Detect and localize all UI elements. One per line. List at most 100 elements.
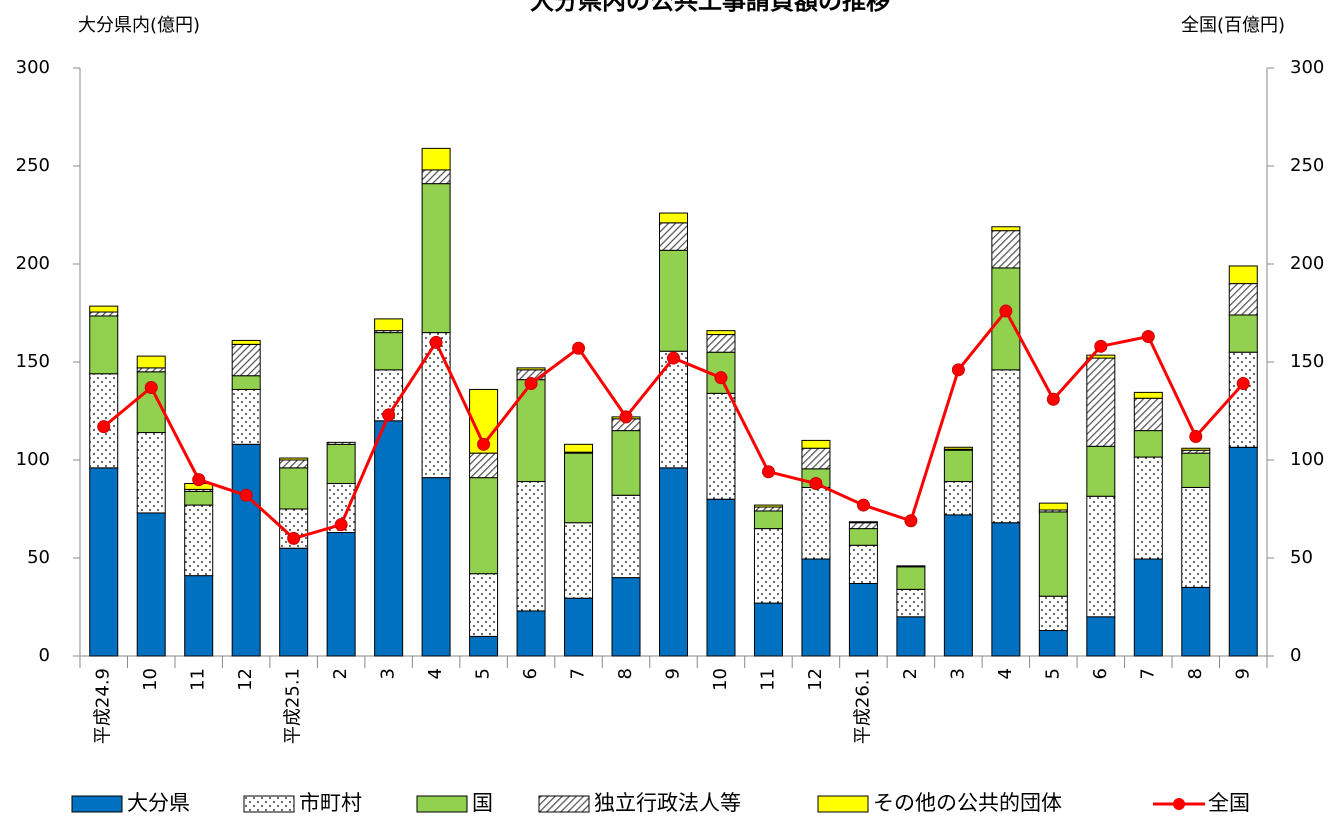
bar-segment xyxy=(1133,456,1163,560)
bar-segment xyxy=(801,439,831,449)
legend-label: 国 xyxy=(472,791,493,815)
y2-tick-label: 300 xyxy=(1290,57,1324,78)
bar-segment xyxy=(659,222,688,251)
bar-segment xyxy=(184,490,214,506)
legend-swatch xyxy=(71,795,123,813)
bar-segment xyxy=(801,486,831,560)
x-tick-label: 6 xyxy=(1090,668,1111,679)
bar-segment xyxy=(516,610,546,657)
legend-marker xyxy=(1173,798,1185,810)
bar-segment xyxy=(753,506,783,512)
bar-segment xyxy=(326,532,356,657)
line-marker xyxy=(1236,377,1250,391)
y2-axis-label: 全国(百億円) xyxy=(1181,15,1285,36)
y2-tick-label: 200 xyxy=(1290,253,1324,274)
x-tick-label: 5 xyxy=(1042,668,1063,679)
bar-segment xyxy=(706,392,736,500)
bar-segment xyxy=(848,582,878,657)
x-tick-label: 平成24.9 xyxy=(93,668,114,744)
bar-segment xyxy=(326,443,356,485)
legend-swatch xyxy=(243,795,295,813)
bar-segment xyxy=(469,477,499,575)
legend-label: 市町村 xyxy=(299,791,362,815)
line-marker xyxy=(429,335,443,349)
bar-segment xyxy=(1228,314,1258,353)
line-marker xyxy=(144,380,158,394)
bar-segment xyxy=(991,230,1021,269)
bar-segment xyxy=(706,330,736,336)
bar-segment xyxy=(516,367,546,371)
bar-segment xyxy=(279,467,309,510)
y2-tick-label: 100 xyxy=(1290,449,1324,470)
bar-segment xyxy=(279,457,309,461)
x-tick-label: 平成25.1 xyxy=(283,668,304,744)
y-tick-label: 250 xyxy=(16,155,50,176)
line-marker xyxy=(572,341,586,355)
line-marker xyxy=(1189,429,1203,443)
bar-segment xyxy=(1228,283,1258,316)
x-tick-label: 12 xyxy=(805,668,826,691)
x-tick-label: 3 xyxy=(378,668,399,679)
x-tick-label: 10 xyxy=(140,668,161,691)
x-tick-label: 4 xyxy=(425,668,446,679)
bar-segment xyxy=(374,332,404,371)
bar-segment xyxy=(564,522,594,599)
x-tick-label: 7 xyxy=(1137,668,1158,679)
bar-segment xyxy=(896,616,926,657)
x-tick-label: 5 xyxy=(473,668,494,679)
y-tick-label: 50 xyxy=(27,547,50,568)
bar-segment xyxy=(848,522,878,530)
bar-segment xyxy=(421,147,451,171)
bar-segment xyxy=(1133,430,1163,458)
y-tick-label: 200 xyxy=(16,253,50,274)
bar-segment xyxy=(421,477,451,657)
line-marker xyxy=(904,514,918,528)
bar-segment xyxy=(1086,616,1116,657)
y2-tick-label: 150 xyxy=(1290,351,1324,372)
bar-segment xyxy=(1133,558,1163,657)
bar-segment xyxy=(848,544,878,584)
line-marker xyxy=(761,465,775,479)
bar-segment xyxy=(848,528,878,546)
bar-segment xyxy=(89,305,119,313)
legend-swatch xyxy=(817,795,869,813)
bar-segment xyxy=(231,339,261,345)
line-marker xyxy=(1094,339,1108,353)
bar-segment xyxy=(659,212,688,224)
y-axis-label: 大分県内(億円) xyxy=(78,15,200,36)
bar-segment xyxy=(136,371,166,434)
y2-tick-label: 50 xyxy=(1290,547,1313,568)
bar-segment xyxy=(279,459,309,469)
x-tick-label: 4 xyxy=(995,668,1016,679)
bar-segment xyxy=(896,566,926,590)
bar-segment xyxy=(991,522,1021,657)
x-tick-label: 11 xyxy=(188,668,209,691)
bar-segment xyxy=(326,441,356,445)
x-tick-label: 9 xyxy=(663,668,684,679)
x-tick-label: 6 xyxy=(520,668,541,679)
legend-label: 全国 xyxy=(1208,791,1250,815)
bar-segment xyxy=(1228,351,1258,448)
x-tick-label: 8 xyxy=(615,668,636,679)
x-tick-label: 9 xyxy=(1232,668,1253,679)
bar-segment xyxy=(659,467,688,657)
legend-label: 独立行政法人等 xyxy=(594,791,741,815)
bar-segment xyxy=(564,452,594,524)
bar-segment xyxy=(231,343,261,377)
chart-title: 大分県内の公共工事請負額の推移 xyxy=(530,0,890,15)
line-marker xyxy=(1046,392,1060,406)
line-marker xyxy=(192,473,206,487)
bar-segment xyxy=(611,577,641,657)
bar-segment xyxy=(374,420,404,657)
line-marker xyxy=(714,371,728,385)
bar-segment xyxy=(1181,452,1211,488)
y-tick-label: 300 xyxy=(16,57,50,78)
bar-segment xyxy=(469,573,499,637)
bar-segment xyxy=(421,169,451,185)
bar-segment xyxy=(89,311,119,317)
line-marker xyxy=(809,477,823,491)
bar-segment xyxy=(896,565,926,568)
bar-segment xyxy=(279,547,309,657)
bar-segment xyxy=(801,447,831,470)
bar-segment xyxy=(991,226,1021,232)
